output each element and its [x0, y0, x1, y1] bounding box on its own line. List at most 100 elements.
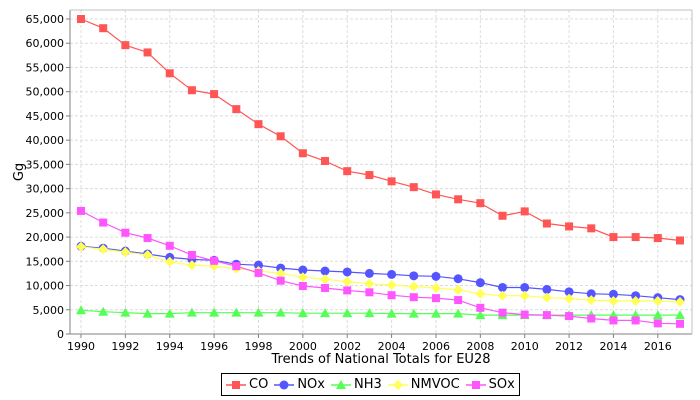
data-point-nox	[431, 271, 441, 281]
data-point-co	[365, 171, 374, 180]
data-point-nmvoc	[297, 272, 308, 283]
data-point-co	[321, 156, 330, 165]
y-tick-label: 45,000	[26, 110, 65, 123]
x-tick-label: 2012	[555, 340, 583, 353]
data-point-co	[77, 15, 85, 23]
y-tick-label: 20,000	[26, 231, 65, 244]
y-tick-label: 15,000	[26, 255, 65, 268]
x-tick-label: 2000	[289, 340, 317, 353]
data-point-co	[298, 149, 307, 158]
data-point-nox	[475, 278, 485, 288]
data-point-nh3	[342, 308, 353, 318]
series-line-nh3	[80, 309, 680, 316]
data-point-nox	[608, 289, 618, 299]
data-point-sox	[431, 294, 440, 303]
data-point-nh3	[275, 307, 286, 317]
x-tick-label: 1990	[67, 340, 95, 353]
data-point-nmvoc	[519, 290, 530, 301]
x-tick-label: 2002	[333, 340, 361, 353]
data-point-co	[143, 48, 152, 57]
data-point-co	[187, 86, 196, 95]
legend-label-co: CO	[249, 377, 269, 392]
data-point-nmvoc	[564, 293, 575, 304]
data-point-nmvoc	[541, 292, 552, 303]
data-point-nh3	[430, 308, 441, 318]
data-point-nmvoc	[76, 241, 86, 252]
data-point-nmvoc	[475, 288, 486, 299]
data-point-sox	[254, 268, 263, 277]
data-point-nox	[276, 263, 286, 273]
data-point-nmvoc	[453, 284, 464, 295]
legend-label-nmvoc: NMVOC	[410, 377, 460, 392]
data-point-nh3	[209, 307, 220, 317]
legend-symbol-nh3	[330, 379, 351, 389]
data-point-nmvoc	[120, 247, 131, 258]
legend-symbol-sox	[465, 380, 486, 389]
data-point-sox	[542, 311, 551, 320]
x-tick-label: 2016	[644, 340, 672, 353]
data-point-nh3	[475, 310, 486, 320]
data-point-nmvoc	[164, 256, 175, 267]
x-tick-label: 2008	[466, 340, 494, 353]
series-line-co	[80, 18, 681, 242]
data-point-sox	[298, 282, 307, 291]
data-point-sox	[498, 308, 507, 317]
data-point-sox	[609, 316, 618, 325]
data-point-sox	[187, 251, 196, 260]
data-point-nmvoc	[675, 297, 685, 308]
data-point-nox	[586, 289, 596, 299]
legend-item-sox: SOx	[465, 377, 515, 392]
data-point-sox	[676, 319, 684, 328]
series-co	[77, 15, 684, 245]
data-point-sox	[143, 234, 152, 243]
data-point-nh3	[297, 308, 308, 318]
y-axis-label: Gg	[12, 163, 27, 181]
axes	[66, 9, 693, 338]
data-point-nh3	[186, 307, 197, 317]
legend-label-nh3: NH3	[353, 377, 382, 392]
y-tick-label: 30,000	[26, 183, 65, 196]
data-point-nmvoc	[320, 274, 331, 285]
data-point-sox	[165, 241, 174, 250]
data-point-co	[631, 233, 640, 242]
legend-marker-co	[232, 380, 240, 389]
data-point-nh3	[652, 310, 663, 320]
data-point-sox	[565, 312, 574, 321]
y-axis-ticks: 0 5,000 10,000 15,000 20,000 25,000 30,000 35,0…	[26, 13, 65, 341]
data-point-co	[232, 105, 241, 114]
data-point-nh3	[253, 307, 264, 317]
data-point-nh3	[164, 308, 175, 318]
data-point-nmvoc	[342, 276, 353, 287]
y-tick-label: 40,000	[26, 134, 65, 147]
data-point-co	[254, 120, 263, 129]
data-point-nmvoc	[497, 290, 508, 301]
data-point-nmvoc	[430, 282, 441, 293]
legend-symbol-nmvoc	[387, 379, 408, 390]
data-point-nh3	[231, 307, 242, 317]
y-tick-label: 10,000	[26, 280, 65, 293]
plot-area	[70, 10, 692, 334]
data-point-co	[121, 41, 130, 50]
y-tick-label: 60,000	[26, 37, 65, 50]
data-point-nox	[520, 282, 530, 292]
data-point-sox	[321, 283, 330, 292]
y-tick-label: 35,000	[26, 158, 65, 171]
data-point-nox	[631, 291, 641, 301]
series-line-nox	[80, 245, 681, 301]
data-point-nox	[320, 266, 330, 276]
data-point-nh3	[98, 306, 109, 316]
data-point-nmvoc	[142, 250, 153, 261]
data-point-sox	[409, 293, 418, 302]
data-point-sox	[520, 310, 529, 319]
legend-symbol-co	[226, 380, 246, 389]
data-point-nh3	[453, 308, 464, 318]
data-point-nh3	[120, 307, 131, 317]
y-tick-label: 50,000	[26, 86, 65, 99]
data-point-co	[676, 236, 684, 245]
series-nh3	[76, 305, 685, 320]
data-point-co	[387, 177, 396, 186]
data-point-sox	[631, 316, 640, 325]
data-point-nox	[364, 268, 374, 278]
data-point-co	[609, 233, 618, 242]
data-point-co	[409, 183, 418, 192]
